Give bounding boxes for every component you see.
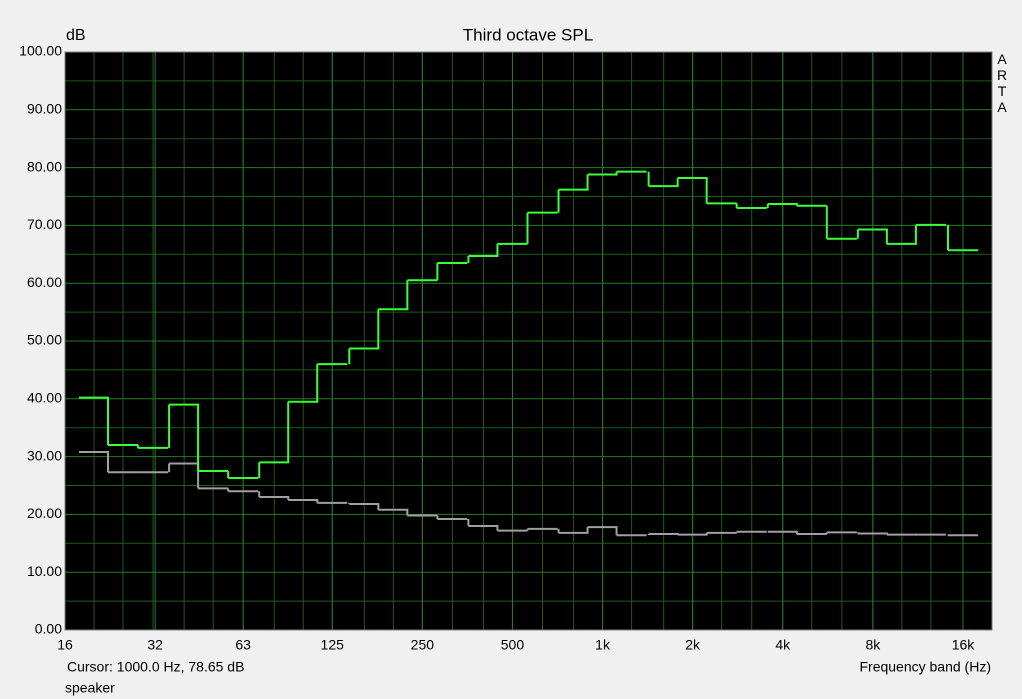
chart-title: Third octave SPL [463,25,593,44]
plot-border [64,51,993,631]
y-tick-label: 50.00 [27,332,62,348]
x-tick-label: 16 [57,637,73,653]
x-tick-label: 250 [411,637,435,653]
y-tick-label: 90.00 [27,101,62,117]
y-tick-label: 30.00 [27,447,62,463]
cursor-readout: Cursor: 1000.0 Hz, 78.65 dB [67,659,244,675]
y-tick-label: 0.00 [35,621,62,637]
x-tick-label: 4k [775,637,791,653]
y-tick-label: 60.00 [27,274,62,290]
y-tick-label: 10.00 [27,563,62,579]
x-tick-label: 8k [865,637,881,653]
x-tick-label: 32 [147,637,163,653]
y-tick-label: 70.00 [27,216,62,232]
x-tick-label: 16k [952,637,976,653]
y-axis-label: dB [66,27,86,44]
x-tick-label: 2k [685,637,701,653]
x-axis-label: Frequency band (Hz) [859,659,991,675]
y-tick-label: 40.00 [27,390,62,406]
x-tick-label: 500 [501,637,525,653]
y-tick-label: 20.00 [27,505,62,521]
y-tick-label: 100.00 [19,43,62,59]
measurement-label: speaker [65,680,115,696]
x-tick-label: 125 [321,637,345,653]
x-tick-label: 63 [235,637,251,653]
x-tick-label: 1k [595,637,611,653]
y-tick-label: 80.00 [27,158,62,174]
